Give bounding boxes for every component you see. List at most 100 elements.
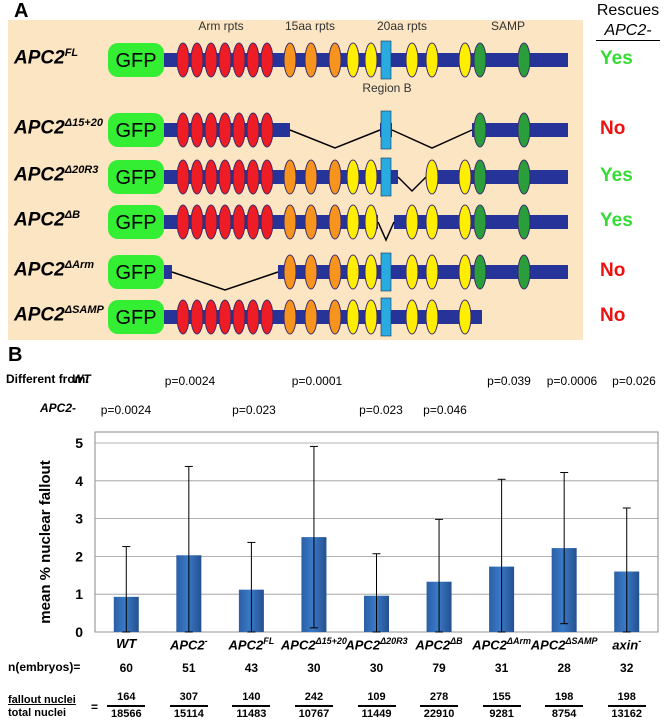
15aa-repeat — [304, 254, 318, 290]
arm-repeat — [232, 159, 246, 195]
pvalue-apc2-2: p=0.023 — [232, 403, 276, 417]
fallout-nuclei-0: 164 — [117, 691, 136, 703]
20aa-repeat — [458, 204, 472, 240]
total-nuclei-5: 22910 — [423, 708, 455, 720]
arm-repeat — [218, 299, 232, 335]
arm-repeat — [204, 42, 218, 78]
different-from-label: Different from: — [6, 372, 90, 386]
gfp-tag-2: GFP — [108, 160, 164, 194]
total-nuclei-2: 11483 — [236, 708, 267, 720]
20aa-repeat — [458, 299, 472, 335]
20aa-repeat — [405, 254, 419, 290]
category-superscript: FL — [263, 636, 275, 646]
arm-repeat — [204, 159, 218, 195]
rescue-header: Rescues — [596, 2, 660, 19]
construct-superscript: FL — [64, 47, 79, 59]
n-embryos-3: 30 — [307, 661, 321, 675]
20aa-repeat — [425, 159, 439, 195]
construct-name: APC2 — [14, 164, 65, 186]
arm-repeat — [246, 204, 260, 240]
gfp-box — [108, 300, 164, 334]
gfp-tag-3: GFP — [108, 205, 164, 239]
category-name: APC2 — [415, 637, 451, 653]
n-embryos-0: 60 — [119, 661, 133, 675]
20aa-repeat — [346, 204, 360, 240]
deletion-line — [289, 129, 381, 149]
20aa-repeat — [364, 42, 378, 78]
category-name: axin — [612, 637, 639, 653]
n-embryos-4: 30 — [369, 661, 384, 675]
20aa-repeat — [346, 42, 360, 78]
arm-repeat — [218, 159, 232, 195]
20aa-repeat — [364, 159, 378, 195]
domain-label-15aa: 15aa rpts — [285, 19, 335, 33]
gfp-label: GFP — [115, 50, 156, 72]
construct-label-4: APC2ΔArm — [14, 259, 94, 281]
total-nuclei-6: 9281 — [489, 708, 514, 720]
20aa-repeat — [425, 254, 439, 290]
gfp-box — [108, 113, 164, 147]
rescue-result-3: Yes — [600, 210, 633, 231]
gfp-tag-0: GFP — [108, 43, 164, 77]
category-label-5: APC2ΔB — [399, 636, 479, 652]
arm-repeat — [176, 204, 190, 240]
arm-repeat — [232, 204, 246, 240]
construct-label-5: APC2ΔSAMP — [14, 304, 104, 326]
total-nuclei-3: 10767 — [298, 708, 330, 720]
fallout-nuclei-5: 278 — [429, 691, 449, 703]
arm-repeat — [204, 204, 218, 240]
samp-repeat — [517, 254, 531, 290]
n-embryos-label: n(embryos)= — [8, 660, 81, 674]
category-superscript: Δ20R3 — [380, 636, 408, 646]
20aa-repeat — [405, 42, 419, 78]
20aa-repeat — [405, 299, 419, 335]
20aa-repeat — [346, 159, 360, 195]
samp-repeat — [517, 112, 531, 148]
15aa-repeat — [283, 159, 297, 195]
arm-repeat — [190, 159, 204, 195]
fraction-label: fallout nuclei total nuclei — [8, 694, 76, 720]
n-embryos-2: 43 — [244, 661, 259, 675]
gfp-box — [108, 205, 164, 239]
15aa-repeat — [283, 299, 297, 335]
construct-label-1: APC2Δ15+20 — [14, 117, 103, 139]
arm-repeat — [260, 204, 274, 240]
region-b — [380, 297, 392, 337]
20aa-repeat — [425, 299, 439, 335]
gfp-box — [108, 255, 164, 289]
arm-repeat — [218, 42, 232, 78]
rescue-result-4: No — [600, 260, 626, 281]
fraction-equals: = — [91, 700, 99, 714]
fraction-bar-2 — [232, 705, 271, 707]
y-tick-label: 4 — [75, 473, 83, 489]
15aa-repeat — [304, 42, 318, 78]
y-tick-label: 2 — [75, 548, 83, 564]
arm-repeat — [260, 299, 274, 335]
arm-repeat — [260, 112, 274, 148]
samp-repeat — [473, 204, 487, 240]
y-tick-label: 0 — [75, 624, 83, 640]
rescue-result-2: Yes — [600, 165, 633, 186]
region-b — [380, 40, 392, 80]
pvalue-apc2-4: p=0.023 — [359, 403, 403, 417]
category-name: APC2 — [345, 637, 381, 653]
fallout-nuclei-7: 198 — [554, 691, 574, 703]
20aa-repeat — [458, 42, 472, 78]
15aa-repeat — [283, 204, 297, 240]
arm-repeat — [246, 159, 260, 195]
fraction-bar-3 — [294, 705, 333, 707]
construct-superscript: ΔArm — [64, 259, 95, 271]
deletion-line — [397, 176, 427, 193]
arm-repeat — [232, 299, 246, 335]
deletion-line — [391, 129, 473, 149]
gfp-tag-4: GFP — [108, 255, 164, 289]
total-nuclei-8: 13162 — [611, 708, 643, 720]
samp-repeat — [517, 159, 531, 195]
total-nuclei-4: 11449 — [361, 708, 392, 720]
pvalue-wt-6: p=0.039 — [487, 374, 531, 388]
category-superscript: ΔSAMP — [565, 636, 598, 646]
category-name: APC2 — [228, 637, 264, 653]
region-b — [380, 110, 392, 150]
gfp-box — [108, 43, 164, 77]
gfp-label: GFP — [115, 307, 156, 329]
